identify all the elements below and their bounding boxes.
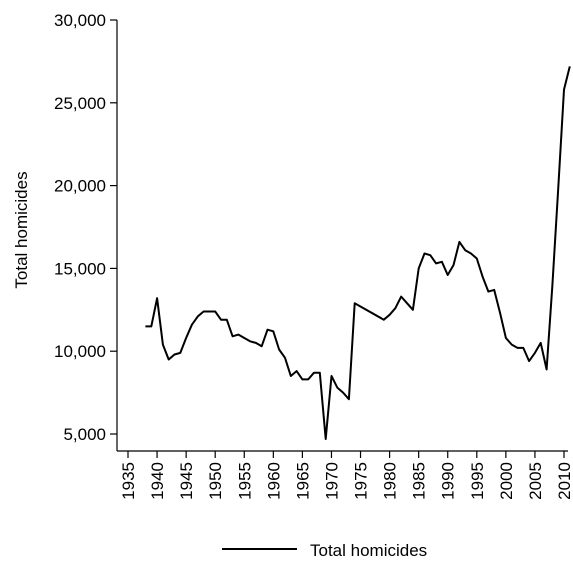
x-tick-label: 2000 [497,462,516,500]
x-tick-label: 1935 [119,462,138,500]
legend-label: Total homicides [310,541,427,560]
x-axis: 1935 1940 1945 1950 1955 1960 1965 1970 1975 1980… [117,450,573,500]
x-tick-label: 1960 [264,462,283,500]
x-tick-label: 1985 [410,462,429,500]
x-tick-label: 1970 [322,462,341,500]
y-axis-title: Total homicides [12,171,31,288]
plot-area [145,66,571,440]
series-line-0 [145,66,571,440]
y-tick-label: 25,000 [54,94,106,113]
x-tick-label: 1980 [381,462,400,500]
x-tick-label: 2010 [555,462,573,500]
x-tick-label: 1975 [352,462,371,500]
x-tick-label: 1950 [206,462,225,500]
y-tick-label: 10,000 [54,342,106,361]
x-tick-label: 1940 [148,462,167,500]
x-tick-label: 1995 [468,462,487,500]
x-tick-label: 2005 [526,462,545,500]
y-tick-label: 20,000 [54,177,106,196]
x-tick-label: 1945 [177,462,196,500]
legend: Total homicides [222,541,427,560]
y-axis: 5,000 10,000 15,000 20,000 25,000 30,000 [54,11,118,451]
x-tick-label: 1965 [293,462,312,500]
x-tick-label: 1990 [439,462,458,500]
y-tick-label: 15,000 [54,259,106,278]
y-tick-label: 5,000 [63,425,106,444]
x-tick-label: 1955 [235,462,254,500]
y-tick-label: 30,000 [54,11,106,30]
